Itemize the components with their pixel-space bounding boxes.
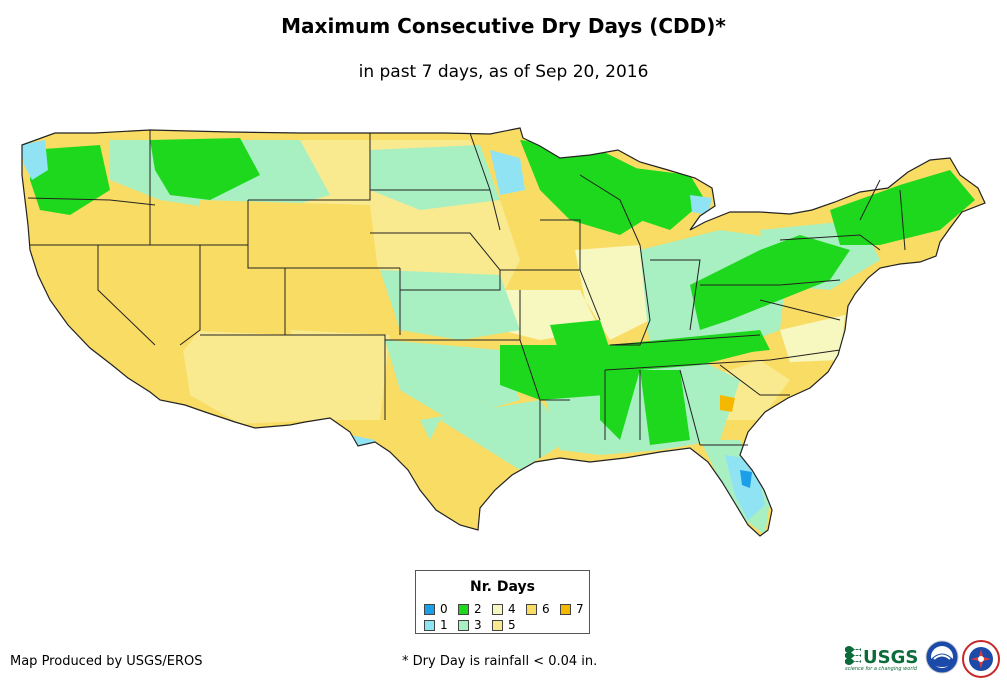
legend-label: 1 bbox=[440, 618, 448, 632]
legend-title: Nr. Days bbox=[470, 579, 535, 595]
legend-swatch bbox=[458, 620, 469, 631]
cdd2-michigan bbox=[610, 165, 705, 230]
cdd2-ms-valley bbox=[600, 340, 760, 440]
legend-swatch bbox=[492, 604, 503, 615]
legend-label: 0 bbox=[440, 602, 448, 616]
legend-item-6: 6 bbox=[526, 603, 550, 616]
cdd1-wisconsin bbox=[690, 195, 712, 215]
cdd3-north-dakota bbox=[370, 145, 500, 210]
dry-day-footnote: * Dry Day is rainfall < 0.04 in. bbox=[402, 654, 598, 669]
usgs-tagline: science for a changing world bbox=[845, 666, 918, 672]
legend-item-7: 7 bbox=[560, 603, 584, 616]
state-boundaries bbox=[21, 127, 986, 537]
legend-label: 4 bbox=[508, 602, 516, 616]
cdd1-puget bbox=[22, 140, 48, 180]
map-subtitle: in past 7 days, as of Sep 20, 2016 bbox=[358, 62, 649, 82]
usgs-logo-text: USGS bbox=[863, 647, 918, 668]
cdd2-alabama bbox=[640, 370, 690, 445]
legend-label: 7 bbox=[576, 602, 584, 616]
cdd7-georgia-spot bbox=[720, 395, 735, 412]
cdd4-virginia bbox=[780, 315, 845, 362]
legend-swatch bbox=[560, 604, 571, 615]
legend-swatch bbox=[458, 604, 469, 615]
legend-item-4: 4 bbox=[492, 603, 516, 616]
legend-swatch bbox=[424, 604, 435, 615]
cdd0-florida-spot bbox=[740, 470, 752, 488]
legend-item-1: 1 bbox=[424, 619, 448, 632]
cdd4-illinois bbox=[575, 245, 650, 340]
cdd1-minnesota bbox=[490, 150, 525, 195]
cdd2-north-idaho-montana bbox=[150, 138, 260, 200]
usgs-logo: USGS science for a changing world bbox=[845, 646, 918, 672]
cdd3-midwest bbox=[380, 270, 520, 340]
legend-item-3: 3 bbox=[458, 619, 482, 632]
cdd3-oklahoma bbox=[385, 340, 520, 420]
legend-swatch bbox=[526, 604, 537, 615]
legend-item-2: 2 bbox=[458, 603, 482, 616]
legend-label: 6 bbox=[542, 602, 550, 616]
cdd2-tennessee bbox=[610, 330, 770, 362]
cdd6-rockies bbox=[200, 200, 385, 330]
legend-label: 2 bbox=[474, 602, 482, 616]
map-legend: Nr. Days 0 1 2 3 4 5 6 7 bbox=[415, 570, 590, 634]
legend-item-5: 5 bbox=[492, 619, 516, 632]
legend-swatch bbox=[424, 620, 435, 631]
cdd5-texas-north bbox=[290, 330, 390, 420]
cdd-map bbox=[21, 127, 986, 537]
legend-swatch bbox=[492, 620, 503, 631]
nws-logo bbox=[962, 640, 1000, 678]
cdd2-appalachia bbox=[690, 235, 850, 330]
cdd6-great-basin bbox=[30, 245, 200, 392]
producer-credit: Map Produced by USGS/EROS bbox=[10, 654, 203, 669]
cdd-classes bbox=[22, 138, 975, 535]
legend-item-0: 0 bbox=[424, 603, 448, 616]
legend-label: 5 bbox=[508, 618, 516, 632]
cdd5-southwest bbox=[180, 330, 330, 424]
cdd2-missouri-spot bbox=[550, 320, 610, 355]
legend-label: 3 bbox=[474, 618, 482, 632]
noaa-logo bbox=[925, 640, 959, 674]
cdd2-new-england bbox=[830, 170, 975, 245]
cdd2-washington bbox=[30, 145, 110, 215]
map-title: Maximum Consecutive Dry Days (CDD)* bbox=[281, 14, 726, 38]
